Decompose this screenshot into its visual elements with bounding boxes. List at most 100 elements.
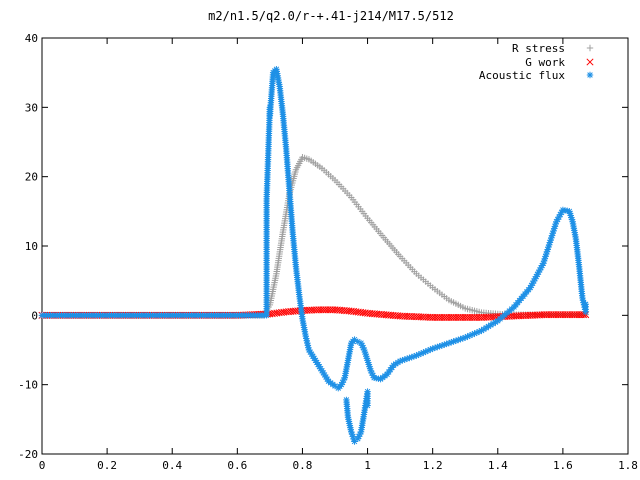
data-point xyxy=(475,328,483,335)
data-point xyxy=(427,346,434,353)
data-point xyxy=(542,253,549,260)
data-point xyxy=(348,431,356,438)
plot-frame xyxy=(41,37,629,455)
data-point xyxy=(533,273,540,280)
data-point xyxy=(410,353,418,360)
data-point xyxy=(545,243,552,251)
y-tick-label: 20 xyxy=(25,171,38,184)
data-point xyxy=(540,257,548,265)
data-point xyxy=(582,301,589,308)
data-point xyxy=(363,353,370,360)
y-tick-label: 40 xyxy=(25,32,38,45)
data-point xyxy=(543,248,551,255)
data-point xyxy=(307,348,314,356)
data-point xyxy=(308,350,315,358)
data-point xyxy=(309,353,317,360)
data-point xyxy=(302,332,309,340)
data-point xyxy=(349,433,357,440)
data-point xyxy=(568,216,576,223)
legend-marker xyxy=(586,58,594,66)
data-point xyxy=(362,350,369,358)
data-point xyxy=(365,359,372,366)
data-point xyxy=(363,355,371,362)
data-point xyxy=(366,363,373,370)
data-point xyxy=(417,350,425,357)
legend-label-r-stress: R stress xyxy=(512,42,565,55)
data-point xyxy=(536,266,544,274)
data-point xyxy=(464,333,471,340)
data-point xyxy=(399,357,406,364)
data-point xyxy=(401,356,408,363)
data-point xyxy=(316,363,323,370)
data-point xyxy=(552,220,559,228)
x-tick-label: 1.4 xyxy=(488,459,508,472)
legend-marker xyxy=(586,71,594,79)
data-point xyxy=(527,284,534,291)
data-point xyxy=(534,271,541,278)
data-point xyxy=(366,365,374,372)
data-point xyxy=(554,216,561,223)
x-tick-label: 1.2 xyxy=(423,459,443,472)
data-point xyxy=(368,369,376,377)
data-point xyxy=(317,365,324,372)
legend-label-acoustic-flux: Acoustic flux xyxy=(479,69,565,82)
data-point xyxy=(321,371,328,379)
x-tick-label: 0 xyxy=(39,459,46,472)
series-r-stress xyxy=(38,154,589,319)
data-point xyxy=(538,262,546,269)
data-point xyxy=(361,348,369,356)
data-point xyxy=(468,331,476,338)
data-point xyxy=(392,360,399,368)
data-point xyxy=(408,353,415,361)
data-point xyxy=(312,357,319,364)
data-point xyxy=(459,335,467,342)
legend: R stress G work Acoustic flux xyxy=(479,42,594,82)
data-point xyxy=(323,375,331,383)
data-point xyxy=(331,382,339,390)
data-point xyxy=(438,342,446,349)
y-tick-label: -10 xyxy=(18,379,38,392)
data-point xyxy=(566,208,573,215)
data-point xyxy=(348,428,355,436)
data-point xyxy=(553,218,560,225)
data-point xyxy=(466,332,474,339)
data-point xyxy=(350,435,357,443)
data-point xyxy=(485,323,492,330)
data-point xyxy=(530,277,538,285)
data-point xyxy=(550,227,557,235)
data-point xyxy=(340,376,347,384)
data-point xyxy=(537,264,545,271)
y-tick-label: 10 xyxy=(25,240,38,253)
data-point xyxy=(471,330,478,337)
data-point xyxy=(462,334,469,341)
data-point xyxy=(338,381,345,388)
data-point xyxy=(528,282,535,289)
data-point xyxy=(445,339,453,347)
data-point xyxy=(443,340,450,348)
data-point xyxy=(358,342,366,349)
data-point xyxy=(394,359,402,366)
x-tick-label: 0.2 xyxy=(97,459,117,472)
axis-ticks: 0 0.2 0.4 0.6 0.8 1 1.2 1.4 1.6 1.8 40 30 20 10 0 -10 -2… xyxy=(18,32,638,472)
data-point xyxy=(579,294,586,302)
data-point xyxy=(364,357,371,364)
data-point xyxy=(579,297,587,304)
data-point xyxy=(540,260,547,267)
data-point xyxy=(429,345,436,352)
data-point xyxy=(354,435,361,442)
x-tick-label: 1.6 xyxy=(553,459,573,472)
data-point xyxy=(365,361,373,368)
data-point xyxy=(541,255,549,262)
data-point xyxy=(441,341,448,348)
data-point xyxy=(480,326,488,333)
data-point xyxy=(567,212,574,219)
y-tick-label: 0 xyxy=(31,309,38,322)
series-acoustic-flux xyxy=(38,66,589,445)
data-point xyxy=(310,355,318,362)
data-point xyxy=(355,433,363,440)
data-point xyxy=(448,339,455,346)
data-point xyxy=(351,336,358,343)
data-point xyxy=(305,344,312,351)
data-point xyxy=(396,357,404,365)
